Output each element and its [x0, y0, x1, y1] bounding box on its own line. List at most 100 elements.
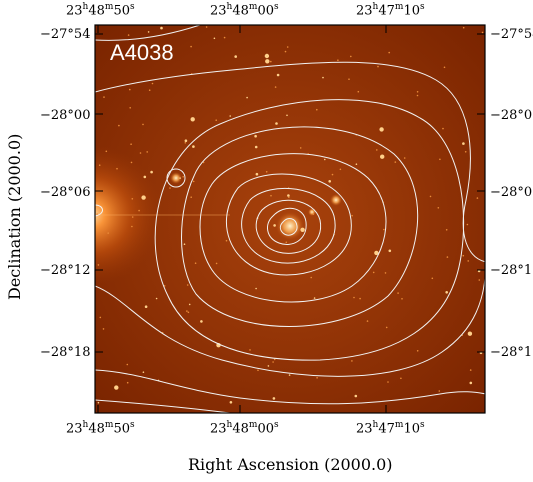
- field-star: [351, 214, 353, 217]
- field-star: [316, 377, 318, 379]
- field-star: [182, 176, 184, 178]
- field-star: [366, 320, 369, 322]
- contour-level: [267, 207, 307, 245]
- field-star: [286, 46, 289, 48]
- field-star: [394, 161, 397, 163]
- field-star: [163, 285, 166, 287]
- dec-tick-label-left: −28°06: [40, 185, 91, 200]
- field-star: [150, 170, 153, 174]
- field-star: [200, 320, 203, 323]
- field-star: [190, 196, 192, 198]
- field-star: [130, 143, 132, 145]
- field-star: [466, 223, 469, 226]
- field-star: [439, 158, 441, 161]
- field-star: [310, 276, 313, 279]
- ra-tick-label-top: 23h48m50s: [66, 2, 135, 19]
- dec-tick-label-right: −28°00: [490, 108, 533, 123]
- field-star: [225, 239, 228, 242]
- field-star: [138, 209, 140, 212]
- dec-tick-label-right: −27°54: [490, 27, 533, 42]
- field-star: [462, 26, 465, 29]
- field-star: [388, 51, 391, 54]
- field-star: [467, 331, 473, 336]
- field-star: [354, 394, 358, 398]
- field-star: [372, 271, 375, 274]
- field-star: [285, 241, 288, 244]
- field-star: [400, 377, 402, 380]
- field-star: [147, 31, 150, 33]
- field-star: [383, 228, 385, 231]
- field-star: [98, 164, 101, 166]
- y-axis-title: Declination (2000.0): [5, 133, 24, 300]
- ra-tick-label-bottom: 23h47m10s: [356, 420, 425, 437]
- field-star: [223, 36, 226, 39]
- dec-tick-label-right: −28°12: [490, 263, 533, 278]
- galaxy-star: [308, 208, 316, 216]
- field-star: [139, 152, 142, 154]
- field-star: [160, 26, 163, 30]
- field-star: [179, 177, 181, 179]
- field-star: [114, 385, 119, 390]
- field-star: [312, 213, 315, 215]
- field-star: [246, 96, 248, 99]
- field-star: [265, 59, 270, 64]
- field-star: [353, 296, 355, 299]
- field-star: [190, 45, 192, 48]
- field-star: [387, 381, 389, 383]
- field-star: [255, 287, 257, 290]
- field-star: [142, 123, 144, 126]
- axis-ticks: [95, 25, 485, 413]
- ra-tick-label-bottom: 23h48m50s: [66, 420, 135, 437]
- field-star: [265, 171, 268, 173]
- field-star: [129, 107, 131, 109]
- contour-level: [199, 153, 387, 303]
- field-star: [438, 390, 441, 392]
- field-star: [300, 227, 305, 232]
- ra-tick-label-bottom: 23h48m00s: [210, 420, 279, 437]
- field-star: [229, 401, 233, 404]
- field-star: [105, 150, 108, 153]
- field-star: [416, 91, 419, 93]
- field-star: [97, 401, 100, 404]
- field-star: [388, 249, 392, 253]
- field-star: [322, 76, 324, 79]
- field-star: [401, 298, 403, 300]
- field-star: [127, 34, 130, 36]
- field-star: [126, 363, 129, 366]
- field-star: [254, 145, 258, 149]
- field-star: [288, 374, 291, 376]
- x-axis-title: Right Ascension (2000.0): [188, 455, 393, 474]
- image-frame: [94, 24, 486, 414]
- field-star: [215, 262, 218, 265]
- field-star: [274, 86, 277, 88]
- field-star: [270, 194, 272, 197]
- field-star: [215, 119, 217, 121]
- field-star: [299, 147, 302, 149]
- field-star: [205, 26, 208, 28]
- field-star: [229, 115, 231, 117]
- bright-star-glow: [95, 145, 162, 285]
- field-star: [131, 216, 134, 218]
- field-star: [313, 297, 316, 299]
- field-star: [359, 297, 361, 300]
- field-star: [348, 78, 350, 80]
- field-star: [429, 195, 432, 198]
- field-star: [273, 224, 276, 227]
- field-star: [169, 187, 171, 189]
- field-star: [431, 277, 434, 280]
- field-star: [254, 134, 257, 138]
- field-star: [270, 60, 272, 63]
- field-star: [316, 108, 318, 111]
- field-star: [103, 96, 105, 98]
- field-star: [339, 168, 342, 171]
- ra-tick-label-top: 23h47m10s: [356, 2, 425, 19]
- field-star: [129, 88, 131, 91]
- field-star: [462, 254, 465, 257]
- field-star: [272, 397, 276, 400]
- field-star: [376, 149, 378, 151]
- field-star: [446, 256, 449, 258]
- ra-tick-label-top: 23h48m00s: [210, 2, 279, 19]
- field-star: [445, 229, 448, 231]
- contour-level: [181, 126, 419, 327]
